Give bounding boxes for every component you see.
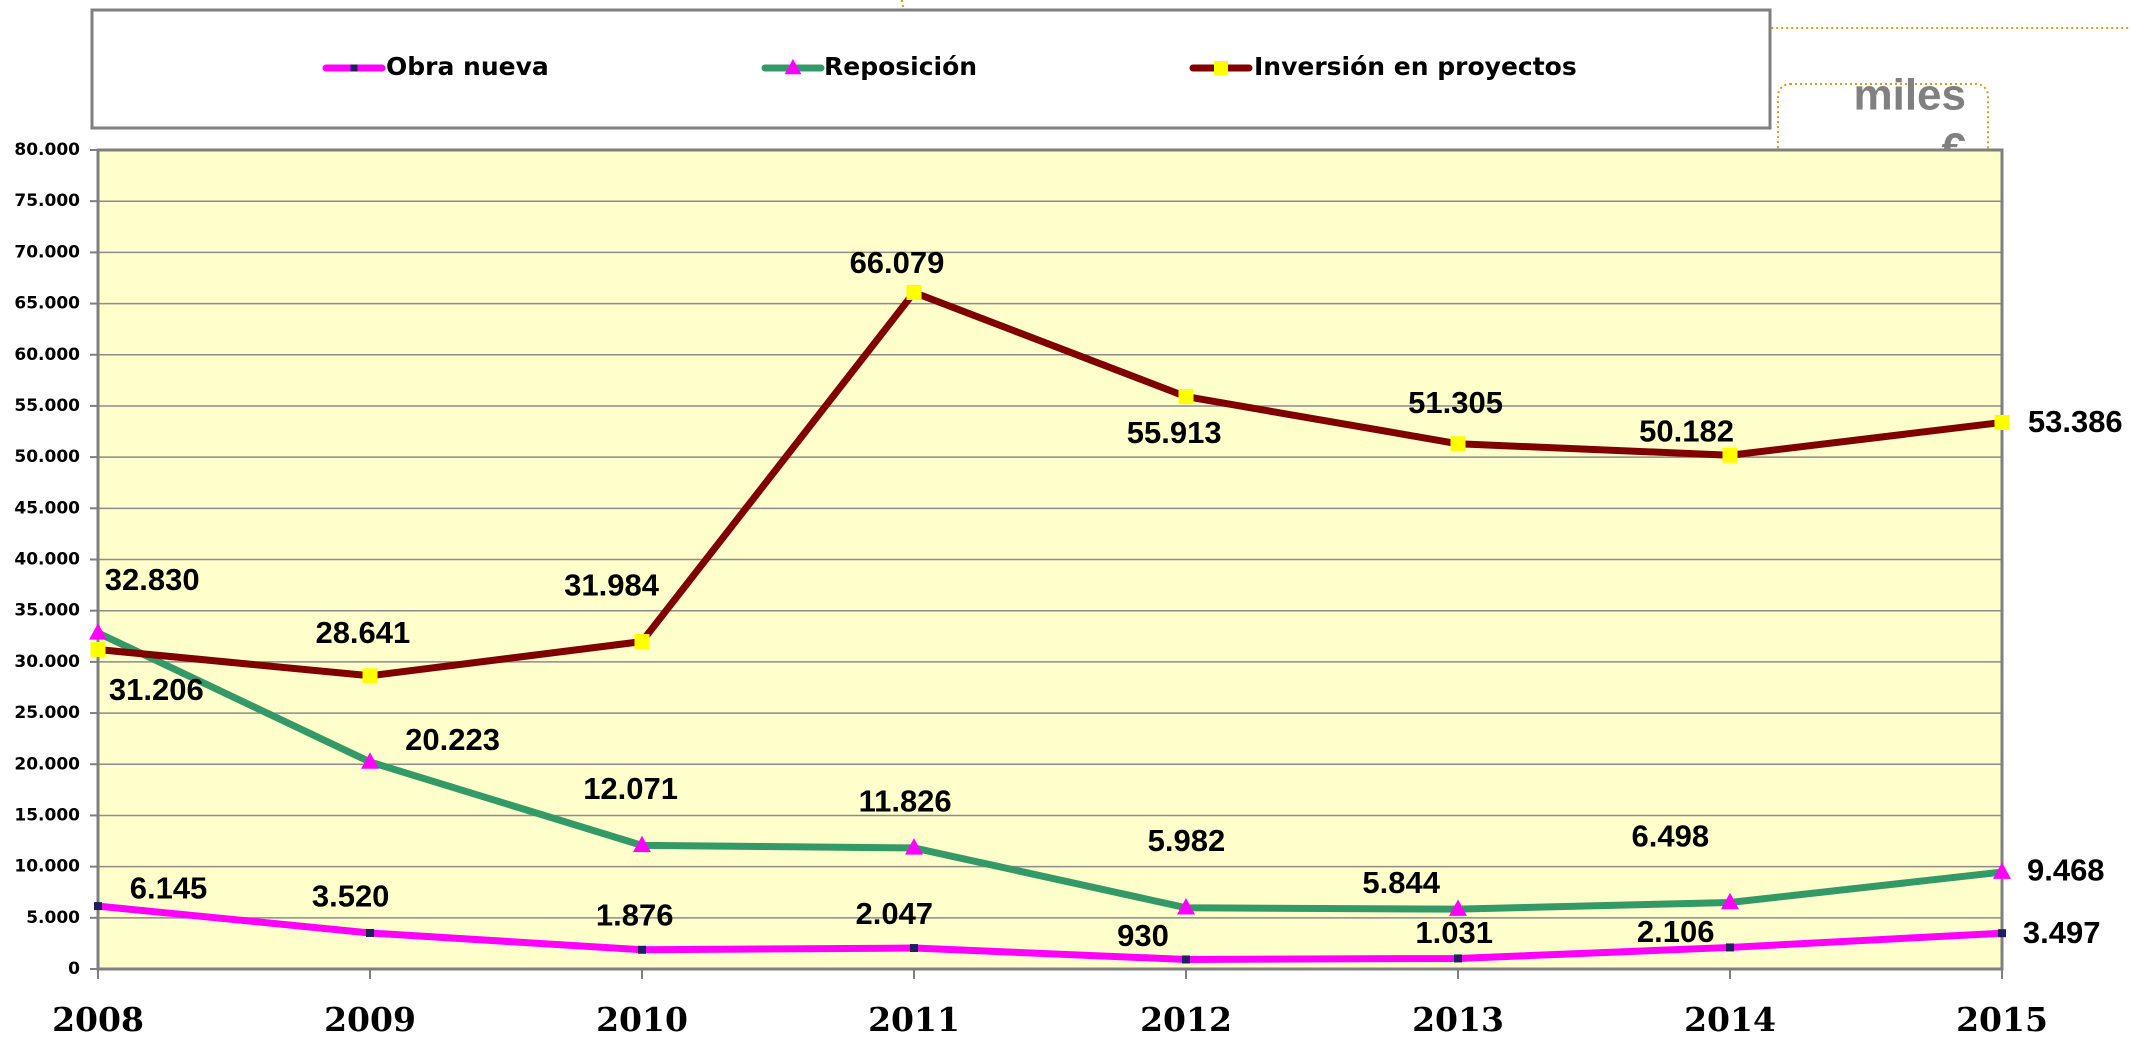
- x-tick-label: 2008: [52, 1000, 144, 1039]
- data-label: 11.826: [859, 783, 952, 818]
- marker: [633, 835, 651, 853]
- marker: [89, 623, 107, 640]
- legend-label: Inversión en proyectos: [1254, 52, 1577, 81]
- data-label: 66.079: [850, 245, 945, 280]
- data-label: 6.145: [130, 870, 208, 905]
- unit-label: miles: [1853, 71, 1966, 120]
- marker: [905, 838, 923, 855]
- data-label: 2.106: [1637, 914, 1715, 949]
- y-tick-label: 75.000: [14, 191, 80, 211]
- data-label: 28.641: [315, 615, 410, 650]
- marker: [638, 945, 646, 954]
- data-label: 53.386: [2028, 404, 2123, 439]
- x-tick-label: 2013: [1412, 1000, 1504, 1039]
- data-label: 3.497: [2023, 915, 2101, 950]
- y-tick-label: 20.000: [14, 754, 80, 774]
- series-line: [97, 289, 2003, 680]
- x-tick-label: 2015: [1956, 1000, 2048, 1039]
- x-tick-label: 2012: [1140, 1000, 1232, 1039]
- marker: [784, 58, 802, 75]
- x-tick-label: 2011: [868, 1000, 960, 1039]
- marker: [350, 64, 358, 72]
- data-label: 51.305: [1408, 385, 1503, 420]
- series-line: [97, 902, 2003, 963]
- y-tick-label: 35.000: [14, 601, 80, 621]
- marker: [1449, 899, 1467, 916]
- marker: [1998, 929, 2006, 938]
- y-tick-label: 0: [68, 959, 80, 979]
- data-label: 32.830: [105, 562, 200, 597]
- marker: [366, 928, 374, 937]
- legend-label: Reposición: [824, 52, 977, 81]
- data-label: 31.206: [109, 672, 204, 707]
- data-label: 930: [1117, 918, 1169, 953]
- data-label: 6.498: [1631, 819, 1709, 854]
- data-label: 50.182: [1639, 414, 1734, 449]
- x-tick-label: 2009: [324, 1000, 416, 1039]
- data-label: 9.468: [2027, 853, 2105, 888]
- marker: [1454, 954, 1462, 963]
- marker: [94, 902, 102, 911]
- data-label: 1.031: [1415, 915, 1493, 950]
- data-label: 5.982: [1148, 823, 1226, 858]
- marker: [1178, 389, 1194, 405]
- marker: [361, 752, 379, 769]
- marker: [1214, 61, 1228, 75]
- y-tick-label: 15.000: [14, 805, 80, 825]
- y-tick-label: 50.000: [14, 447, 80, 467]
- y-tick-label: 25.000: [14, 703, 80, 723]
- marker: [1726, 943, 1734, 952]
- marker: [634, 634, 650, 650]
- marker: [1450, 436, 1466, 452]
- y-tick-label: 55.000: [14, 396, 80, 416]
- marker: [1721, 892, 1739, 910]
- marker: [1182, 955, 1190, 964]
- y-tick-label: 80.000: [14, 140, 80, 160]
- data-label: 1.876: [596, 898, 674, 933]
- series-line: [96, 629, 2003, 913]
- marker: [1994, 414, 2010, 430]
- legend-label: Obra nueva: [386, 52, 549, 81]
- data-label: 20.223: [405, 722, 500, 757]
- y-tick-label: 30.000: [14, 652, 80, 672]
- marker: [906, 285, 922, 301]
- data-label: 12.071: [583, 771, 678, 806]
- x-tick-label: 2014: [1684, 1000, 1776, 1039]
- y-tick-label: 40.000: [14, 550, 80, 570]
- marker: [1993, 862, 2011, 879]
- y-tick-label: 65.000: [14, 294, 80, 314]
- x-tick-label: 2010: [596, 1000, 688, 1039]
- y-tick-label: 45.000: [14, 498, 80, 518]
- marker: [1722, 447, 1738, 463]
- data-label: 5.844: [1362, 865, 1440, 900]
- data-label: 3.520: [312, 879, 390, 914]
- y-tick-label: 5.000: [26, 908, 80, 928]
- marker: [362, 668, 378, 684]
- marker: [910, 944, 918, 953]
- y-tick-label: 10.000: [14, 857, 80, 877]
- y-tick-label: 70.000: [14, 242, 80, 262]
- plot-border: [96, 148, 2004, 971]
- marker: [90, 642, 106, 658]
- marker: [1177, 898, 1195, 915]
- unit-box: [1777, 83, 1989, 161]
- data-label: 55.913: [1127, 415, 1222, 450]
- data-label: 2.047: [855, 896, 933, 931]
- data-label: 31.984: [564, 567, 660, 602]
- y-tick-label: 60.000: [14, 345, 80, 365]
